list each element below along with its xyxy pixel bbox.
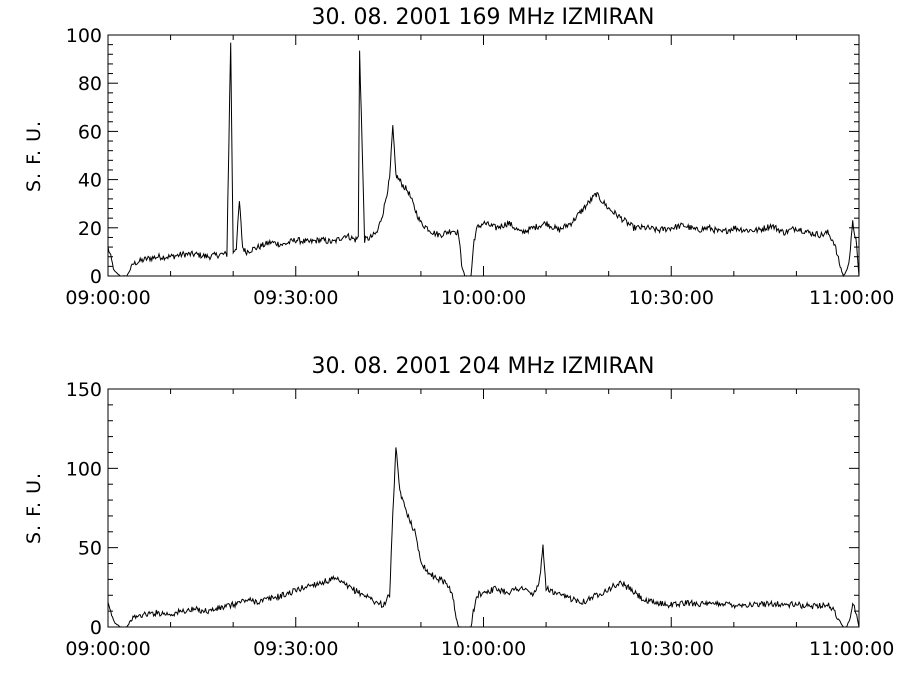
series-line <box>107 447 860 628</box>
axis-tick-labels: 0 20 40 60 80 100 09:00:00 09:30:00 10:00:00 10:3… <box>65 25 894 309</box>
y-tick-label: 0 <box>90 617 102 639</box>
y-tick-label: 50 <box>78 538 102 560</box>
y-tick-label: 20 <box>78 218 102 240</box>
x-tick-label: 10:30:00 <box>629 638 714 660</box>
chart-panel-169mhz: 30. 08. 2001 169 MHz IZMIRAN S. F. U. 0 2… <box>23 5 894 309</box>
x-tick-label: 11:00:00 <box>809 638 894 660</box>
y-tick-label: 40 <box>78 170 102 192</box>
chart-panel-204mhz: 30. 08. 2001 204 MHz IZMIRAN S. F. U. 0 5… <box>23 354 894 660</box>
y-axis-label: S. F. U. <box>23 472 45 544</box>
x-tick-label: 10:00:00 <box>441 287 526 309</box>
y-tick-label: 0 <box>90 266 102 288</box>
chart-title: 30. 08. 2001 204 MHz IZMIRAN <box>312 354 655 379</box>
y-tick-label: 60 <box>78 121 102 143</box>
y-tick-label: 150 <box>66 379 102 401</box>
series-line <box>107 42 860 278</box>
x-tick-label: 09:00:00 <box>65 638 150 660</box>
x-tick-label: 09:30:00 <box>253 287 338 309</box>
y-tick-label: 80 <box>78 73 102 95</box>
chart-title: 30. 08. 2001 169 MHz IZMIRAN <box>312 5 655 30</box>
y-axis-label: S. F. U. <box>23 120 45 192</box>
x-tick-label: 10:00:00 <box>441 638 526 660</box>
y-tick-label: 100 <box>66 458 102 480</box>
axis-ticks <box>107 34 860 277</box>
x-tick-label: 09:30:00 <box>253 638 338 660</box>
x-tick-label: 10:30:00 <box>629 287 714 309</box>
y-tick-label: 100 <box>66 25 102 47</box>
x-tick-label: 09:00:00 <box>65 287 150 309</box>
x-tick-label: 11:00:00 <box>809 287 894 309</box>
axis-tick-labels: 0 50 100 150 09:00:00 09:30:00 10:00:00 10:30:0… <box>65 379 894 660</box>
